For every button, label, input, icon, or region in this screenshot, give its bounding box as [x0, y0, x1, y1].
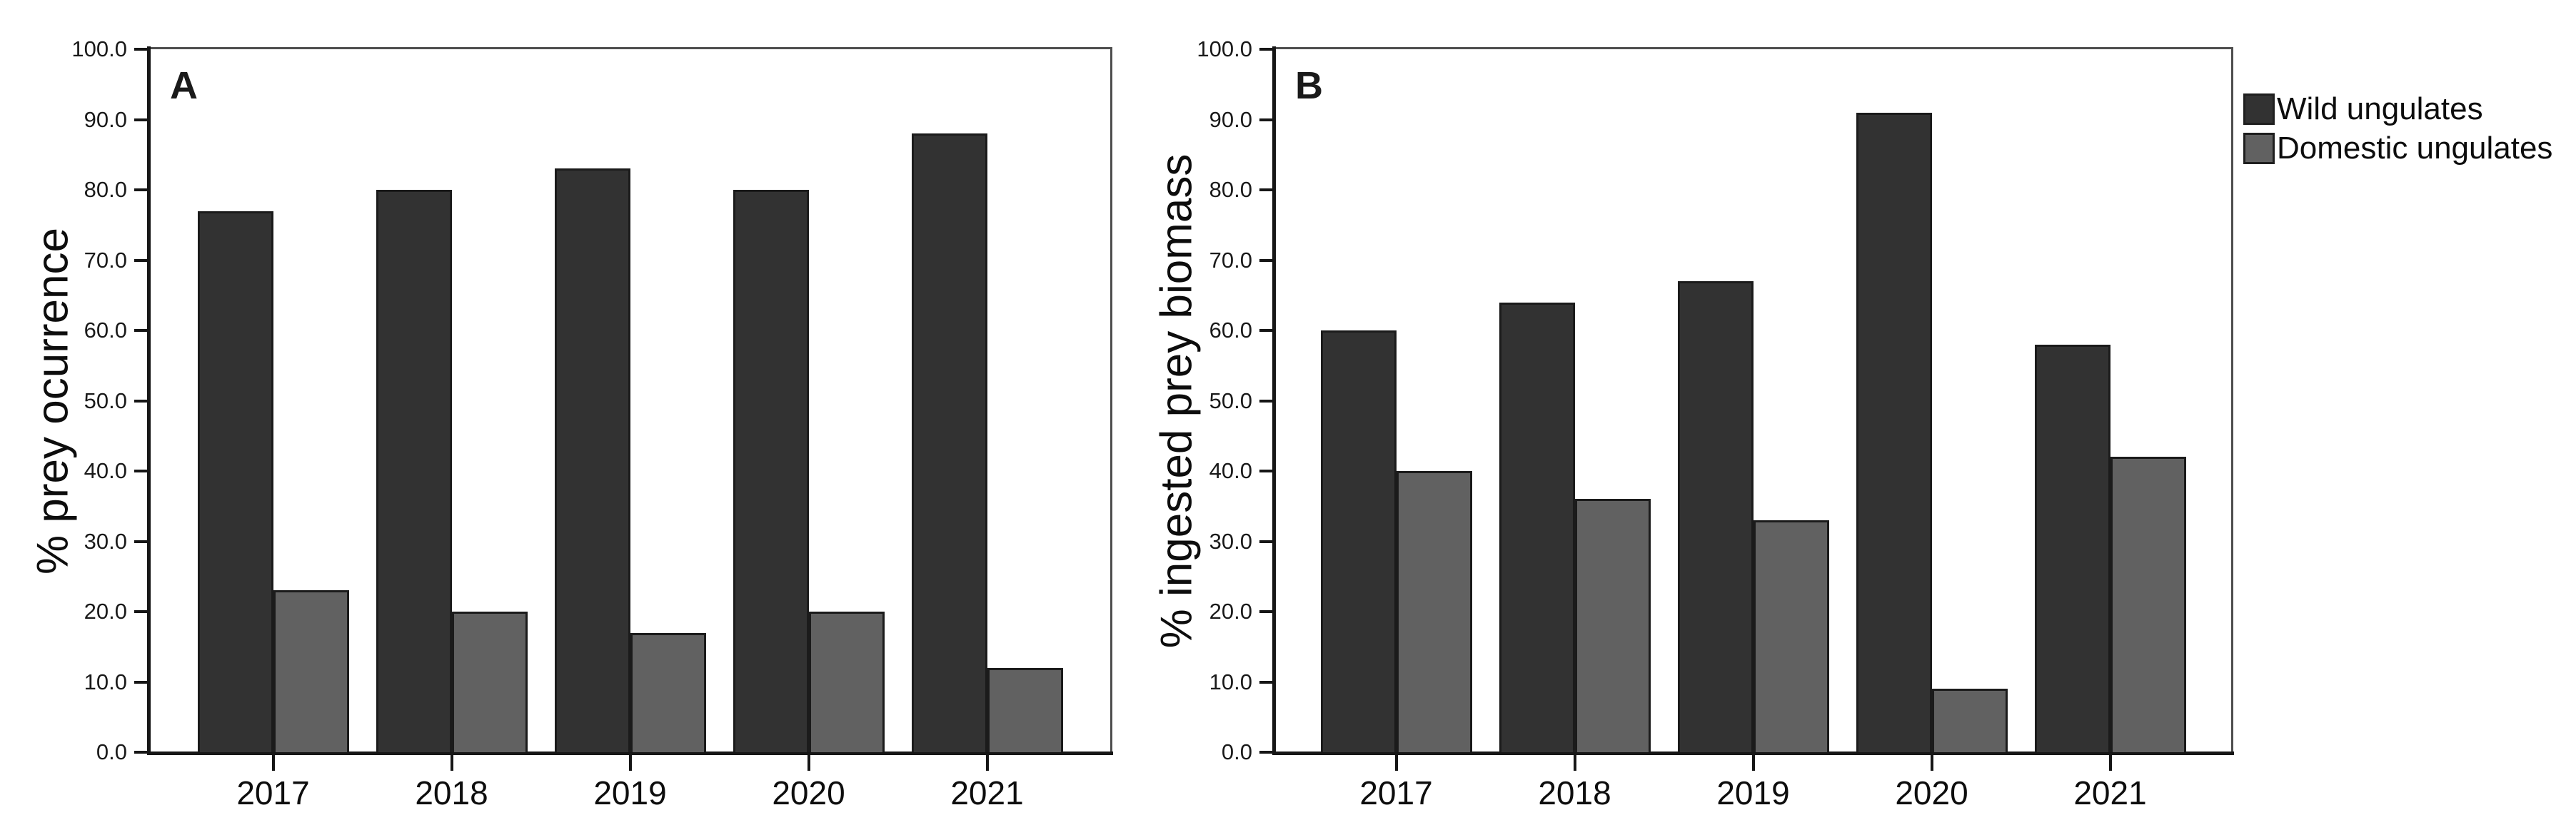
x-axis-tick [1930, 752, 1933, 771]
y-axis-tick-label: 10.0 [84, 669, 127, 694]
x-axis-category-label: 2017 [236, 774, 310, 811]
y-axis-tick-label: 100.0 [71, 36, 127, 61]
bar-domestic-ungulates-2021 [987, 667, 1063, 752]
x-axis-tick [985, 752, 989, 771]
y-axis-tick-label: 70.0 [1209, 247, 1252, 273]
y-axis-tick [1259, 610, 1272, 613]
y-axis-tick [134, 258, 147, 262]
y-axis-tick-label: 60.0 [1209, 318, 1252, 343]
y-axis-tick [1259, 470, 1272, 472]
x-axis-category-label: 2021 [950, 774, 1024, 811]
bar-domestic-ungulates-2017 [1396, 471, 1472, 752]
x-axis-category-label: 2019 [1716, 774, 1790, 811]
legend-item-domestic-ungulates: Domestic ungulates [2243, 132, 2552, 165]
panel-letter-a: A [170, 64, 198, 107]
legend-label: Domestic ungulates [2277, 131, 2553, 166]
y-axis-tick [134, 188, 147, 191]
y-axis-tick-label: 20.0 [84, 599, 127, 624]
bar-wild-ungulates-2020 [1856, 112, 1932, 752]
bar-wild-ungulates-2020 [733, 190, 809, 752]
y-axis-tick-label: 0.0 [96, 739, 127, 764]
x-axis-category-label: 2020 [772, 774, 845, 811]
x-axis-category-label: 2021 [2073, 774, 2147, 811]
y-axis-tick-label: 100.0 [1197, 36, 1252, 61]
y-axis-tick-label: 40.0 [84, 458, 127, 483]
y-axis-tick-label: 50.0 [84, 388, 127, 413]
y-axis-tick-label: 10.0 [1209, 669, 1252, 694]
x-axis-tick [1573, 752, 1576, 771]
y-axis-tick [1259, 751, 1272, 754]
x-axis-tick [807, 752, 810, 771]
y-axis-tick-label: 20.0 [1209, 599, 1252, 624]
y-axis-tick-label: 80.0 [84, 177, 127, 202]
bar-domestic-ungulates-2018 [1574, 499, 1651, 752]
y-axis-tick [134, 540, 147, 543]
plot-area-panel-a: A 0.0 10.0 20.0 30.0 40.0 50.0 60.0 70.0 80.0 90.… [71, 37, 1113, 811]
bar-domestic-ungulates-2019 [1753, 520, 1829, 752]
x-axis-category-label: 2018 [415, 774, 488, 811]
x-axis-category-label: 2017 [1359, 774, 1433, 811]
y-axis-tick-label: 30.0 [84, 528, 127, 554]
legend-swatch-wild-ungulates-icon [2243, 93, 2275, 125]
y-axis-tick-label: 90.0 [1209, 106, 1252, 132]
bar-wild-ungulates-2019 [1677, 281, 1754, 752]
y-axis-tick [1259, 329, 1272, 332]
y-axis-tick-label: 90.0 [84, 106, 127, 132]
bar-domestic-ungulates-2021 [2110, 457, 2186, 752]
legend-item-wild-ungulates: Wild ungulates [2243, 93, 2552, 126]
panel-letter-b: B [1295, 64, 1323, 107]
y-axis-tick [134, 329, 147, 332]
y-axis-tick [1259, 118, 1272, 121]
bar-domestic-ungulates-2020 [808, 612, 885, 752]
bar-wild-ungulates-2021 [2034, 344, 2110, 752]
x-axis-category-label: 2020 [1895, 774, 1968, 811]
legend-swatch-domestic-ungulates-icon [2243, 133, 2275, 164]
bar-wild-ungulates-2017 [1320, 330, 1397, 752]
bar-domestic-ungulates-2018 [451, 612, 528, 752]
bar-wild-ungulates-2019 [554, 168, 630, 752]
x-axis-tick [1751, 752, 1755, 771]
y-axis-tick [134, 470, 147, 472]
bar-wild-ungulates-2017 [197, 211, 273, 752]
y-axis-line [1272, 46, 1276, 755]
legend-label: Wild ungulates [2277, 91, 2483, 126]
bar-domestic-ungulates-2020 [1931, 689, 2008, 752]
bar-wild-ungulates-2018 [376, 190, 452, 752]
y-axis-tick [1259, 188, 1272, 191]
x-axis-tick [2108, 752, 2112, 771]
bar-wild-ungulates-2021 [911, 133, 987, 752]
y-axis-tick [134, 680, 147, 684]
y-axis-tick [134, 118, 147, 121]
y-axis-tick-label: 80.0 [1209, 177, 1252, 202]
y-axis-tick [134, 48, 147, 51]
y-axis-tick [1259, 680, 1272, 684]
bar-domestic-ungulates-2017 [273, 590, 349, 752]
y-axis-tick-label: 50.0 [1209, 388, 1252, 413]
plot-area-panel-b: B 0.0 10.0 20.0 30.0 40.0 50.0 60.0 70.0 80.0 90.… [1197, 37, 2234, 811]
bar-domestic-ungulates-2019 [630, 632, 706, 752]
y-axis-tick-label: 60.0 [84, 318, 127, 343]
y-axis-tick-label: 0.0 [1221, 739, 1252, 764]
bar-wild-ungulates-2018 [1499, 302, 1575, 752]
y-axis-tick [134, 610, 147, 613]
y-axis-tick [1259, 399, 1272, 403]
y-axis-line [147, 46, 151, 755]
x-axis-category-label: 2018 [1538, 774, 1611, 811]
y-axis-tick-label: 30.0 [1209, 528, 1252, 554]
x-axis-tick [1394, 752, 1398, 771]
x-axis-tick [628, 752, 632, 771]
y-axis-tick [1259, 258, 1272, 262]
y-axis-tick [134, 751, 147, 754]
y-axis-tick [1259, 540, 1272, 543]
y-axis-tick-label: 40.0 [1209, 458, 1252, 483]
y-axis-tick-label: 70.0 [84, 247, 127, 273]
legend: Wild ungulates Domestic ungulates [2243, 93, 2552, 171]
x-axis-category-label: 2019 [593, 774, 667, 811]
y-axis-tick [1259, 48, 1272, 51]
y-axis-tick [134, 399, 147, 403]
x-axis-tick [450, 752, 453, 771]
x-axis-tick [271, 752, 275, 771]
